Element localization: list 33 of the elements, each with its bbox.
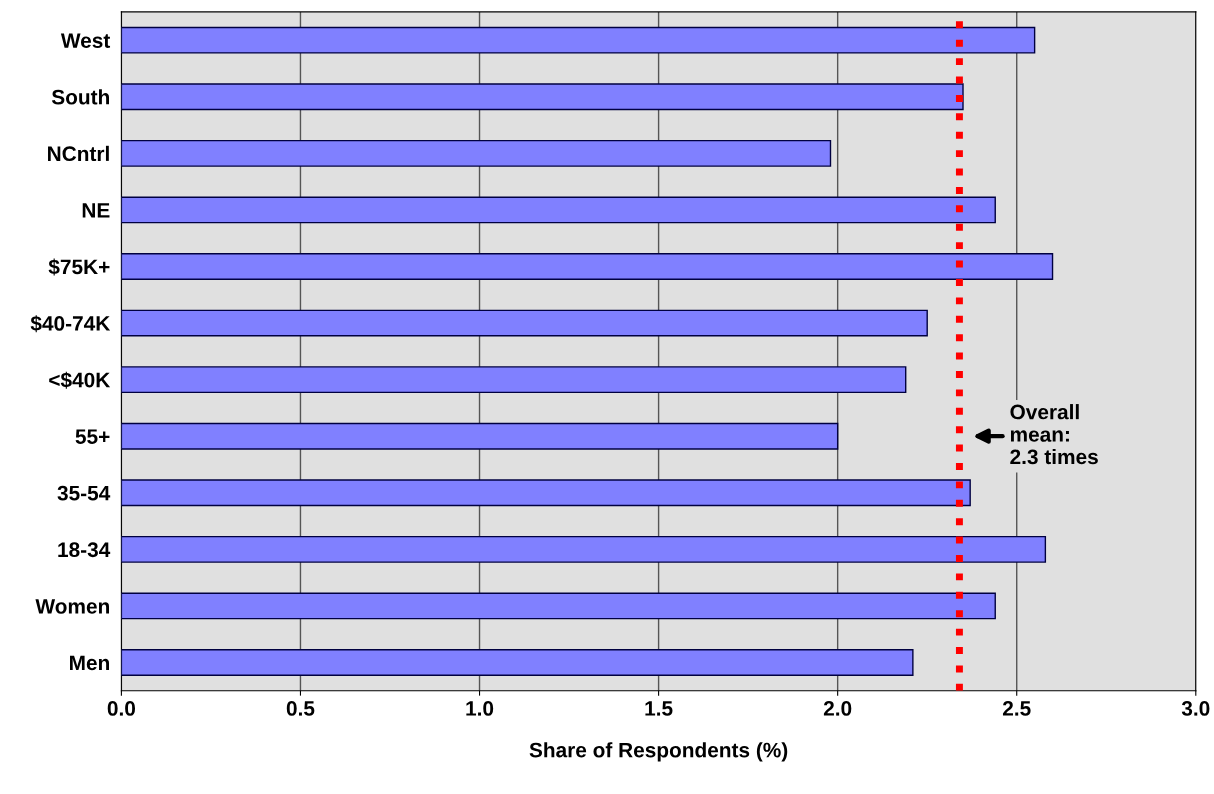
bar	[121, 83, 964, 111]
x-tick-label: 1.5	[645, 701, 673, 716]
y-tick-label: $75K+	[48, 258, 110, 276]
bar	[121, 309, 928, 337]
x-tick-label: 3.0	[1181, 701, 1210, 716]
bar	[121, 26, 1036, 54]
x-tick-label: 2.5	[1002, 701, 1031, 716]
y-tick-label: 18-34	[58, 542, 111, 558]
y-tick-label: 55+	[75, 429, 110, 444]
bar	[121, 479, 971, 507]
ref-line-label: Overall mean: 2.3 times	[1010, 404, 1098, 465]
bar	[121, 139, 832, 167]
y-tick-label: $40-74K	[30, 315, 111, 333]
bar	[121, 649, 914, 676]
x-tick-label: 0.0	[107, 701, 136, 716]
bar	[121, 592, 996, 620]
bar	[121, 535, 1047, 563]
y-tick-label: West	[60, 33, 111, 48]
y-tick-label: Women	[35, 599, 109, 614]
bar	[121, 366, 907, 394]
x-tick-label: 2.0	[823, 701, 852, 716]
y-tick-label: <$40K	[49, 371, 111, 389]
x-axis-title: Share of Respondents (%)	[529, 742, 788, 762]
y-tick-label: 35-54	[57, 485, 111, 501]
y-tick-label: NE	[82, 203, 110, 218]
y-tick-label: Men	[70, 655, 109, 671]
bar	[121, 422, 839, 450]
bar	[121, 253, 1054, 280]
bar	[121, 196, 996, 224]
y-tick-label: South	[51, 89, 109, 105]
x-tick-label: 0.5	[286, 701, 315, 716]
x-tick-label: 1.0	[466, 701, 494, 716]
y-tick-label: NCntrl	[48, 145, 109, 162]
